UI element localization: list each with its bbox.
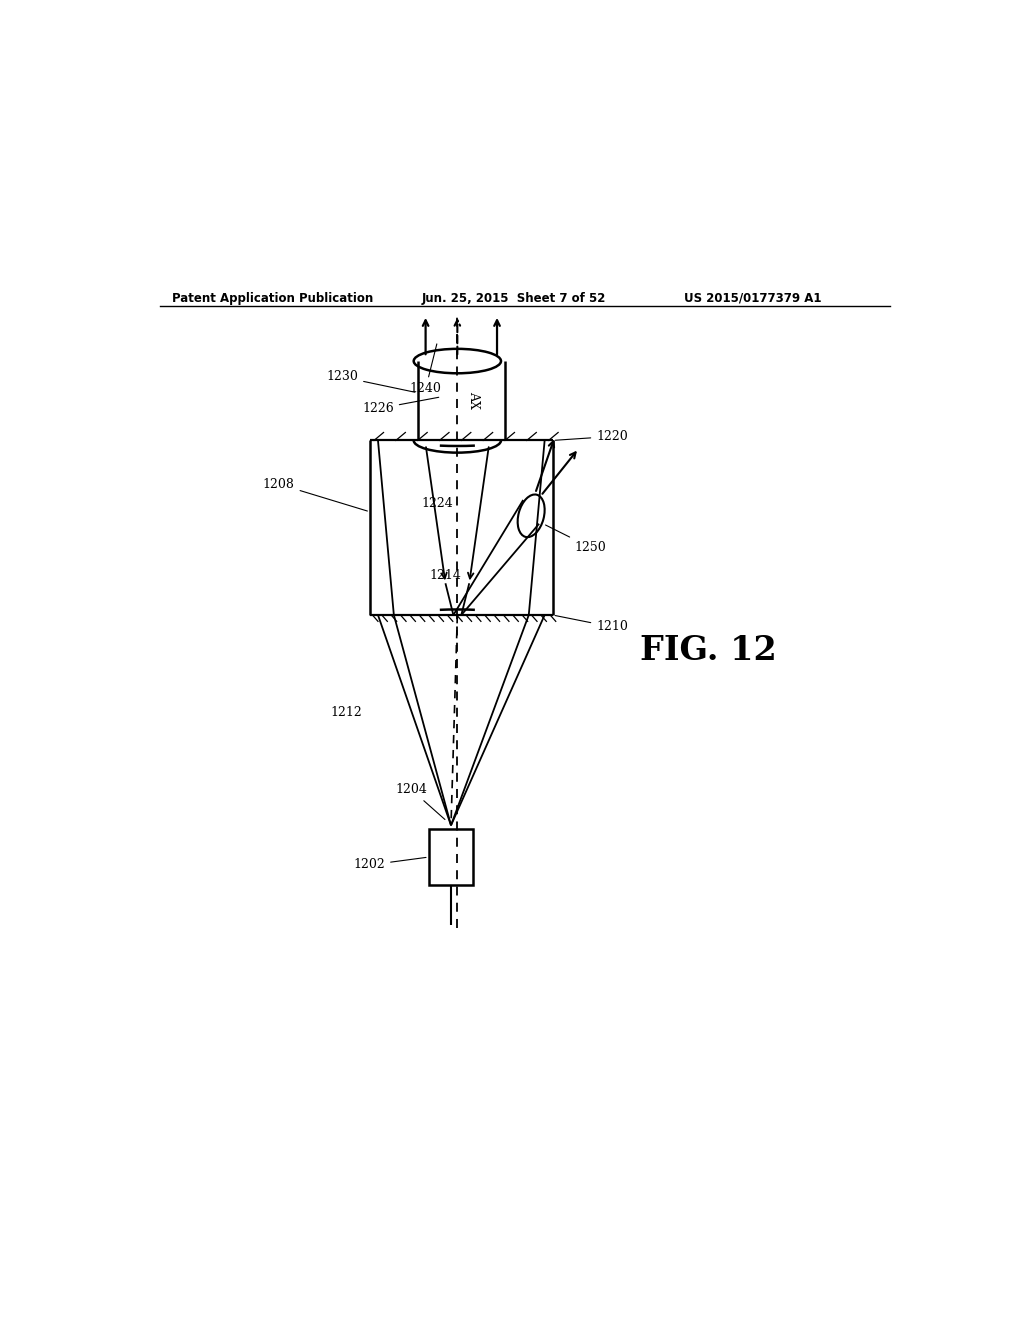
Bar bbox=[429, 829, 473, 884]
Text: 1210: 1210 bbox=[555, 615, 628, 634]
Text: 1208: 1208 bbox=[263, 478, 368, 511]
Text: 1240: 1240 bbox=[410, 345, 441, 396]
Text: Jun. 25, 2015  Sheet 7 of 52: Jun. 25, 2015 Sheet 7 of 52 bbox=[422, 292, 606, 305]
Text: 1220: 1220 bbox=[555, 430, 628, 444]
Text: 1204: 1204 bbox=[395, 783, 445, 820]
Text: 1230: 1230 bbox=[327, 371, 415, 392]
Text: 1224: 1224 bbox=[422, 498, 454, 511]
Text: AX: AX bbox=[467, 391, 479, 409]
Text: 1212: 1212 bbox=[331, 706, 362, 718]
Text: 1250: 1250 bbox=[546, 525, 606, 554]
Text: 1202: 1202 bbox=[353, 858, 426, 871]
Text: Patent Application Publication: Patent Application Publication bbox=[172, 292, 373, 305]
Text: US 2015/0177379 A1: US 2015/0177379 A1 bbox=[684, 292, 821, 305]
Text: FIG. 12: FIG. 12 bbox=[640, 634, 776, 667]
Text: 1214: 1214 bbox=[429, 569, 462, 582]
Text: 1226: 1226 bbox=[362, 397, 438, 416]
